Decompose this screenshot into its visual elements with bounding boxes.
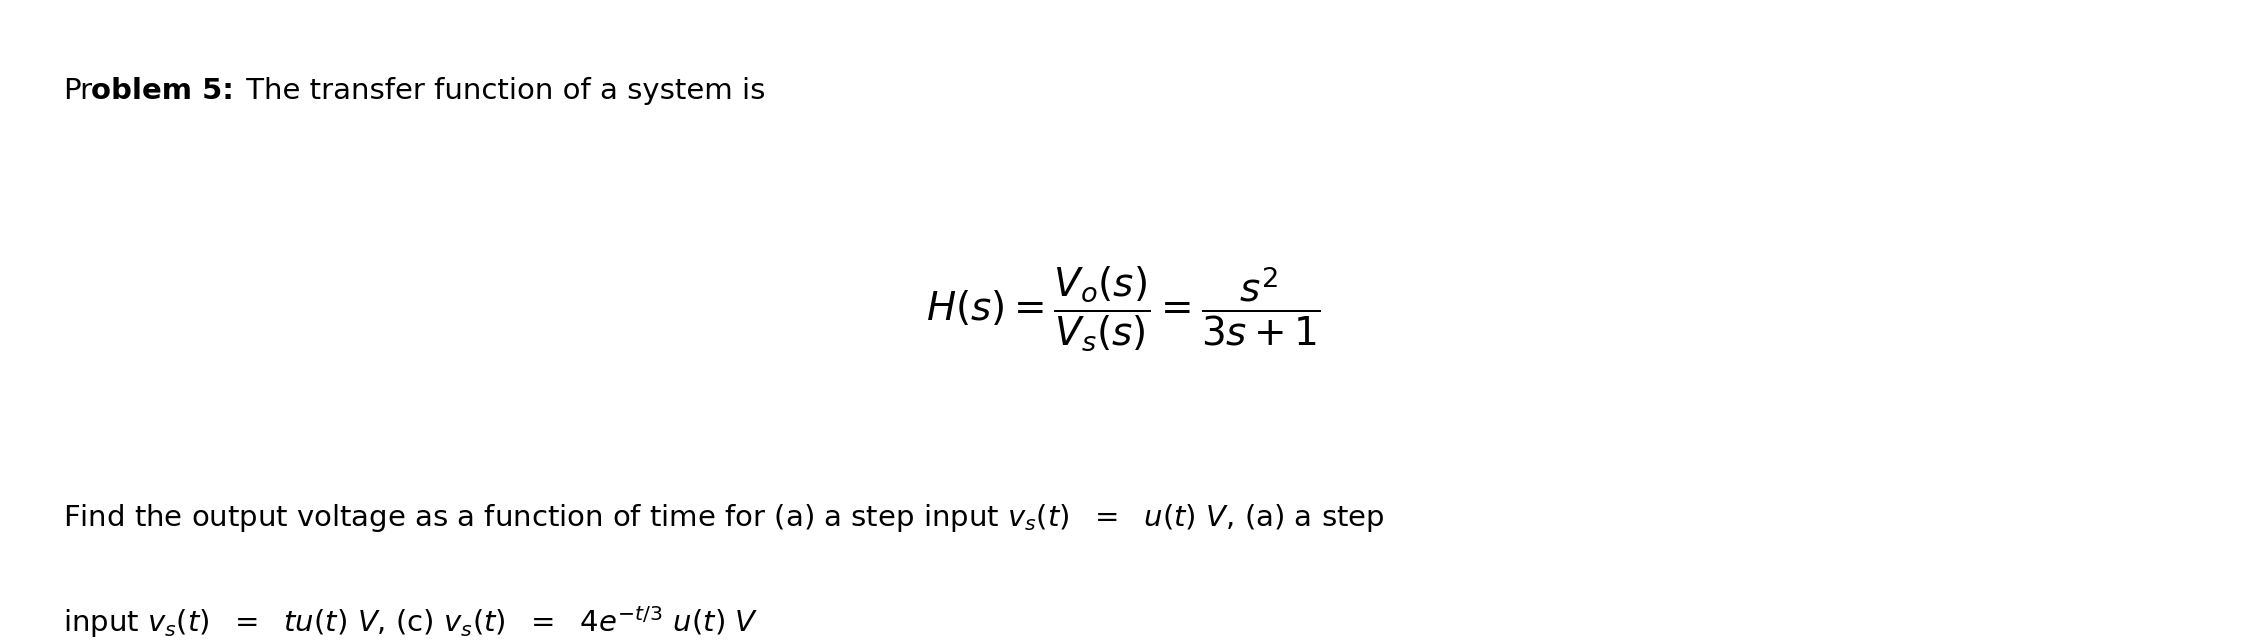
Text: Pr: Pr (63, 77, 92, 105)
Text: The transfer function of a system is: The transfer function of a system is (238, 77, 766, 105)
Text: Find the output voltage as a function of time for (a) a step input $v_s(t)\ \ =\: Find the output voltage as a function of… (63, 502, 1384, 534)
Text: $H(s) = \dfrac{V_o(s)}{V_s(s)} = \dfrac{s^2}{3s + 1}$: $H(s) = \dfrac{V_o(s)}{V_s(s)} = \dfrac{… (925, 264, 1321, 353)
Text: input $v_s(t)\ \ =\ \ tu(t)\ V$, (c) $v_s(t)\ \ =\ \ 4e^{-t/3}\ u(t)\ V$: input $v_s(t)\ \ =\ \ tu(t)\ V$, (c) $v_… (63, 604, 759, 640)
Text: oblem 5:: oblem 5: (90, 77, 234, 105)
